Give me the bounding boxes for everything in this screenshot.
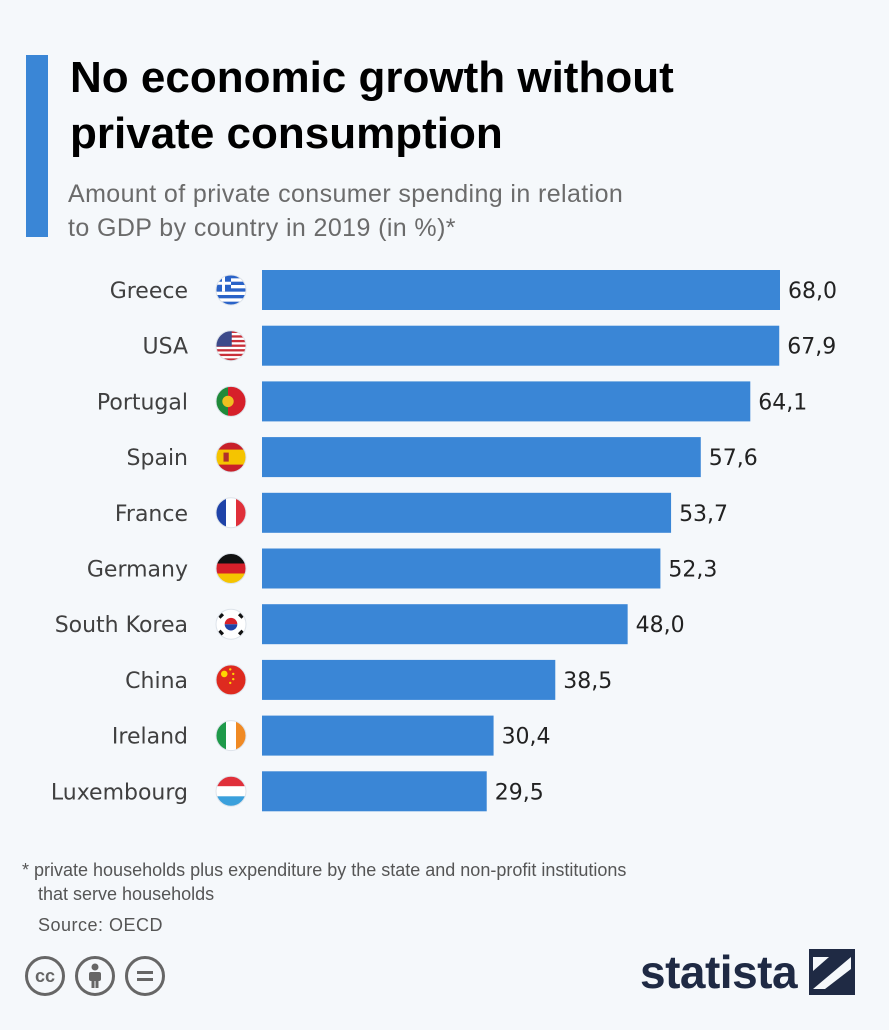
bar xyxy=(262,604,628,645)
flag-outline xyxy=(215,553,247,584)
germany-flag-icon xyxy=(216,553,246,584)
attribution-icon[interactable] xyxy=(75,956,115,996)
bar xyxy=(262,381,751,422)
bar xyxy=(262,437,701,478)
usa-flag-icon xyxy=(216,330,246,361)
south-korea-flag-icon xyxy=(216,609,246,640)
value-label: 29,5 xyxy=(495,780,544,805)
value-label: 30,4 xyxy=(502,725,551,750)
flag-outline xyxy=(215,608,247,640)
flag-outline xyxy=(215,330,247,362)
bar xyxy=(262,771,487,812)
spain-flag-icon xyxy=(216,442,246,473)
cc-icon[interactable]: cc xyxy=(25,956,65,996)
flag-outline xyxy=(215,441,247,473)
category-label: USA xyxy=(142,335,188,360)
greece-flag-icon xyxy=(216,275,246,305)
luxembourg-flag-icon xyxy=(216,776,246,807)
bar xyxy=(262,659,556,700)
chart-subtitle: Amount of private consumer spending in r… xyxy=(68,177,858,245)
accent-bar xyxy=(26,55,48,237)
category-label: Spain xyxy=(127,446,188,471)
bar-chart: Greece 68,0 USA 67,9 Portugal 64,1 Spain 57,6 Fr… xyxy=(51,270,837,812)
category-label: China xyxy=(125,669,188,694)
bar xyxy=(262,492,672,533)
flag-outline xyxy=(215,274,247,306)
flag-outline xyxy=(215,664,247,696)
value-label: 64,1 xyxy=(758,390,807,415)
chart-title-line: No economic growth without xyxy=(70,53,674,102)
value-label: 48,0 xyxy=(636,613,685,638)
source-link[interactable]: Source: OECD xyxy=(38,915,164,935)
brand-name: statista xyxy=(640,946,798,998)
flag-outline xyxy=(215,497,247,529)
value-label: 53,7 xyxy=(679,502,728,527)
chart-title: No economic growth without private consu… xyxy=(70,50,860,162)
china-flag-icon xyxy=(216,664,246,695)
value-label: 52,3 xyxy=(668,558,717,583)
category-label: Luxembourg xyxy=(51,780,188,805)
no-derivatives-icon[interactable] xyxy=(125,956,165,996)
value-label: 68,0 xyxy=(788,279,837,304)
footnote-line: that serve households xyxy=(38,884,215,904)
chart-subtitle-line: Amount of private consumer spending in r… xyxy=(68,180,624,208)
footnote: * private households plus expenditure by… xyxy=(22,858,822,906)
category-label: South Korea xyxy=(55,613,188,638)
category-label: France xyxy=(115,502,188,527)
flag-outline xyxy=(215,720,247,752)
france-flag-icon xyxy=(216,497,246,528)
bar xyxy=(262,325,780,366)
category-label: Greece xyxy=(110,279,188,304)
value-label: 67,9 xyxy=(787,335,836,360)
bar xyxy=(262,270,780,310)
ireland-flag-icon xyxy=(216,720,246,751)
portugal-flag-icon xyxy=(216,386,246,417)
category-label: Portugal xyxy=(97,390,188,415)
category-label: Germany xyxy=(87,558,188,583)
value-label: 38,5 xyxy=(563,669,612,694)
footnote-line: * private households plus expenditure by… xyxy=(22,860,627,880)
value-label: 57,6 xyxy=(709,446,758,471)
chart-title-line: private consumption xyxy=(70,109,503,158)
flag-outline xyxy=(215,385,247,417)
statista-logo-icon xyxy=(809,949,856,995)
category-label: Ireland xyxy=(112,725,188,750)
bar xyxy=(262,548,661,589)
flag-outline xyxy=(215,775,247,807)
statista-brand[interactable]: statista xyxy=(640,945,856,999)
license-icons: cc xyxy=(25,956,165,996)
bar xyxy=(262,715,494,756)
chart-subtitle-line: to GDP by country in 2019 (in %)* xyxy=(68,214,456,242)
